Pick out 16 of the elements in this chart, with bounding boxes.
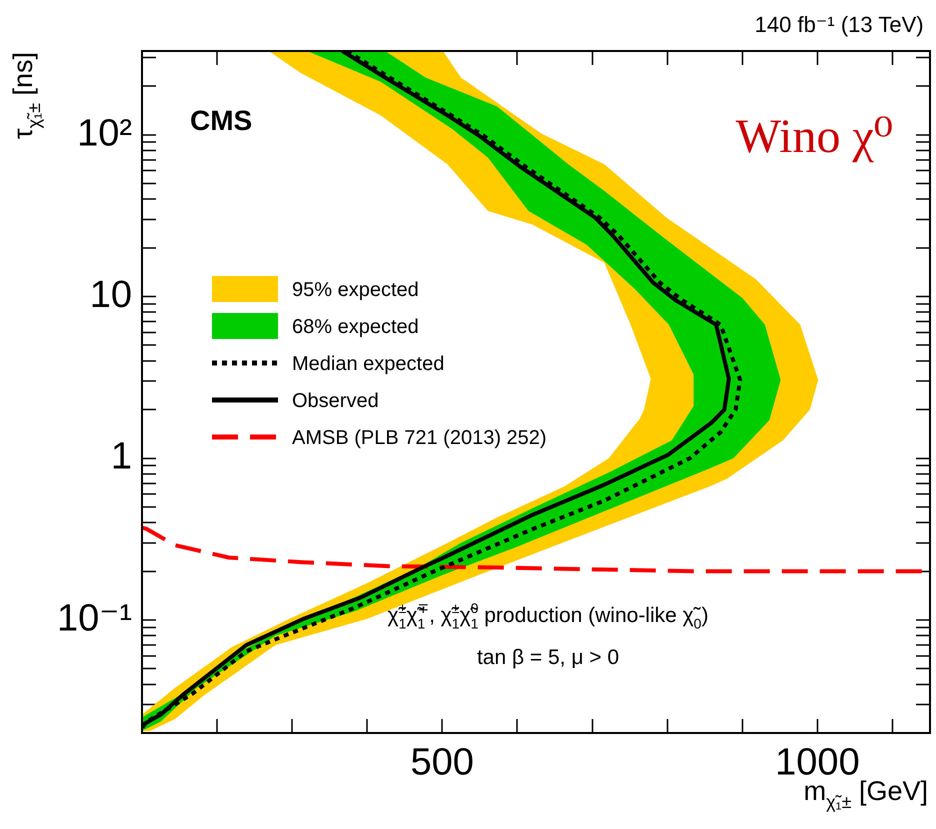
legend-label: 68% expected <box>292 316 419 338</box>
y-axis-title: τχ̃₁± [ns] <box>8 52 44 140</box>
annotation: Wino χ⁰ <box>736 110 893 163</box>
chart-title: 140 fb⁻¹ (13 TeV) <box>754 12 924 37</box>
y-tick-label: 1 <box>110 436 132 478</box>
x-tick-label: 1000 <box>775 741 860 784</box>
legend-label: 95% expected <box>292 279 419 301</box>
legend-label: AMSB (PLB 721 (2013) 252) <box>292 427 547 449</box>
annotation: CMS <box>190 105 252 136</box>
y-tick-label: 10 <box>90 274 132 316</box>
x-tick-label: 500 <box>410 741 474 784</box>
annotation: tan β = 5, μ > 0 <box>476 646 620 669</box>
legend-label: Median expected <box>292 353 444 375</box>
legend-label: Observed <box>292 390 379 412</box>
y-tick-label: 10⁻¹ <box>57 597 132 640</box>
y-tick-label: 10² <box>77 112 132 154</box>
